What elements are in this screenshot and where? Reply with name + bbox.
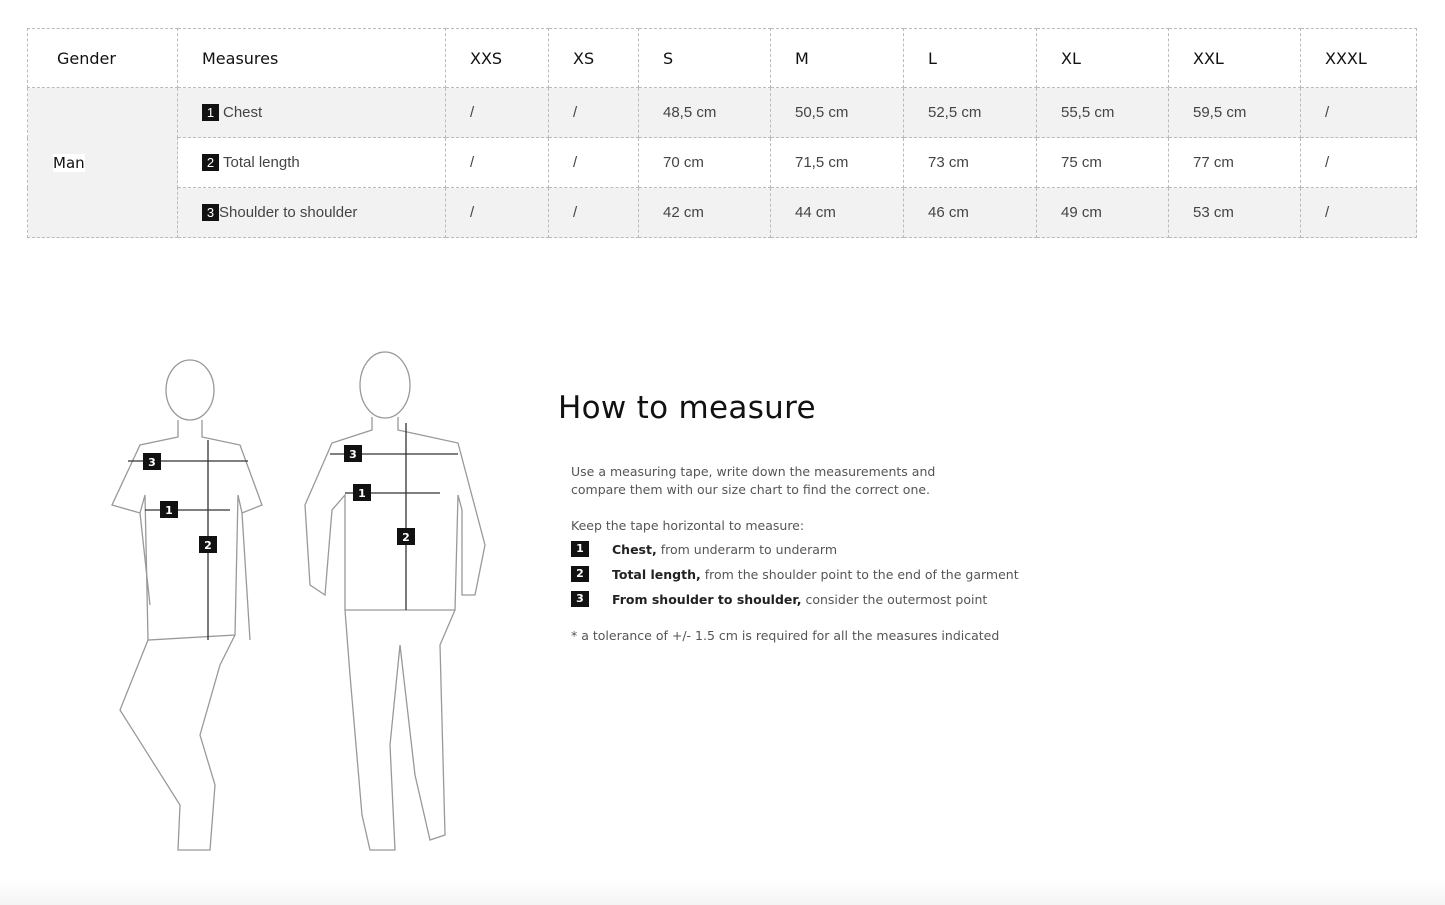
header-measures: Measures (177, 28, 446, 88)
value-cell: / (548, 137, 639, 188)
header-row: Gender Measures XXS XS S M L XL XXL XXXL (27, 28, 1417, 88)
header-xxl: XXL (1168, 28, 1301, 88)
intro-line: Use a measuring tape, write down the mea… (571, 464, 936, 479)
how-to-measure: How to measure (558, 390, 816, 426)
marker-3: 3 (349, 448, 357, 461)
table-row: 2 Total length / / 70 cm 71,5 cm 73 cm 75… (28, 137, 1417, 188)
value-cell: / (1300, 187, 1417, 238)
marker-1: 1 (358, 487, 366, 500)
header-xxs: XXS (445, 28, 549, 88)
value-cell: / (548, 187, 639, 238)
table-row: Man 1 Chest / / 48,5 cm 50,5 cm 52,5 cm 5… (27, 87, 1417, 238)
instruction-title: From shoulder to shoulder, (612, 591, 802, 607)
value-cell: / (445, 187, 549, 238)
header-xl: XL (1036, 28, 1169, 88)
number-badge: 1 (202, 104, 219, 121)
value-cell: 42 cm (638, 187, 771, 238)
marker-2: 2 (402, 531, 410, 544)
number-badge: 1 (571, 541, 589, 557)
value-cell: 46 cm (903, 187, 1037, 238)
value-cell: 71,5 cm (770, 137, 904, 188)
marker-2: 2 (204, 539, 212, 552)
marker-3: 3 (148, 456, 156, 469)
value-cell: 59,5 cm (1168, 87, 1301, 138)
gender-cell: Man (27, 87, 178, 238)
instruction-text: from the shoulder point to the end of th… (704, 566, 1019, 582)
marker-1: 1 (165, 504, 173, 517)
value-cell: 77 cm (1168, 137, 1301, 188)
figure-man (304, 351, 486, 851)
value-cell: 52,5 cm (903, 87, 1037, 138)
measure-cell: 1 Chest (177, 87, 446, 138)
value-cell: 53 cm (1168, 187, 1301, 238)
instruction-text: consider the outermost point (805, 591, 988, 607)
header-l: L (903, 28, 1037, 88)
header-m: M (770, 28, 904, 88)
value-cell: 50,5 cm (770, 87, 904, 138)
header-xxxl: XXXL (1300, 28, 1417, 88)
measure-cell: 3 Shoulder to shoulder (177, 187, 446, 238)
value-cell: / (548, 87, 639, 138)
measure-cell: 2 Total length (177, 137, 446, 188)
instruction-title: Total length, (612, 566, 701, 582)
how-to-measure-title: How to measure (558, 390, 816, 426)
table-row: 3 Shoulder to shoulder / / 42 cm 44 cm 46… (28, 187, 1417, 238)
value-cell: 75 cm (1036, 137, 1169, 188)
value-cell: / (445, 87, 549, 138)
header-xs: XS (548, 28, 639, 88)
instruction-item: 3 From shoulder to shoulder, consider the … (571, 591, 987, 607)
value-cell: / (1300, 137, 1417, 188)
number-badge: 3 (202, 204, 219, 221)
instruction-item: 1 Chest, from underarm to underarm (571, 541, 837, 557)
header-gender: Gender (27, 28, 178, 88)
number-badge: 2 (202, 154, 219, 171)
value-cell: 49 cm (1036, 187, 1169, 238)
tolerance-note: * a tolerance of +/- 1.5 cm is required … (571, 628, 1000, 643)
value-cell: 70 cm (638, 137, 771, 188)
measurement-illustration: 3 1 2 3 1 2 (111, 351, 486, 851)
value-cell: 48,5 cm (638, 87, 771, 138)
number-badge: 2 (571, 566, 589, 582)
instruction-item: 2 Total length, from the shoulder point to… (571, 566, 1019, 582)
value-cell: 44 cm (770, 187, 904, 238)
measure-label: Shoulder to shoulder (219, 204, 358, 221)
measure-label: Total length (223, 154, 300, 171)
size-chart-table: Gender Measures XXS XS S M L XL XXL XXXL… (27, 28, 1417, 238)
page-bottom-fade (0, 880, 1445, 905)
instruction-text: from underarm to underarm (660, 541, 838, 557)
intro-text: Use a measuring tape, write down the mea… (571, 463, 935, 499)
value-cell: 73 cm (903, 137, 1037, 188)
intro-line: compare them with our size chart to find… (571, 482, 931, 497)
number-badge: 3 (571, 591, 589, 607)
value-cell: / (1300, 87, 1417, 138)
gender-label: Man (53, 153, 85, 172)
measure-label: Chest (223, 104, 263, 121)
header-s: S (638, 28, 771, 88)
keep-text: Keep the tape horizontal to measure: (571, 518, 805, 533)
value-cell: / (445, 137, 549, 188)
instruction-title: Chest, (612, 541, 657, 557)
value-cell: 55,5 cm (1036, 87, 1169, 138)
figure-woman (111, 359, 263, 851)
